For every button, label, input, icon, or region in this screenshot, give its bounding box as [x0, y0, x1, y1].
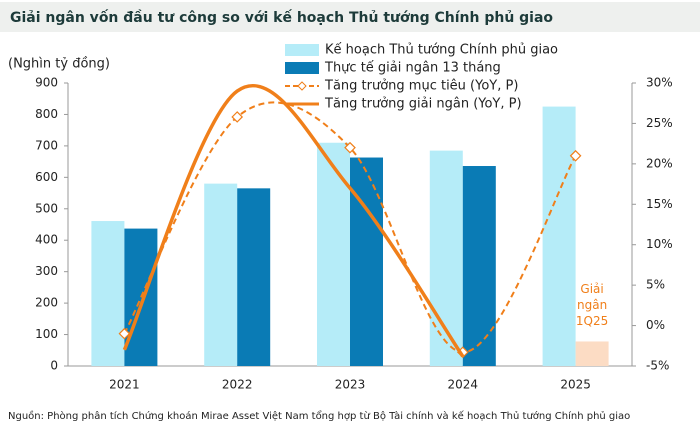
y2-tick-label: 20% [646, 156, 673, 170]
y-axis-label: (Nghìn tỷ đồng) [8, 57, 110, 72]
marker [231, 111, 244, 123]
bar [204, 183, 238, 366]
title-band [0, 2, 700, 32]
marker [118, 327, 131, 340]
y2-tick-label: 10% [646, 237, 673, 251]
y-tick-label: 900 [35, 76, 58, 90]
bar [317, 142, 350, 366]
legend-label: Thực tế giải ngân 13 tháng [324, 61, 501, 76]
line [123, 101, 577, 354]
bar [350, 157, 383, 366]
y-tick-label: 800 [35, 107, 58, 121]
legend-swatch [285, 44, 319, 56]
y-tick-label: 200 [35, 296, 58, 310]
legend-marker [297, 81, 307, 91]
bar [91, 221, 125, 366]
bar [542, 106, 576, 366]
y-tick-label: 400 [35, 233, 58, 247]
y2-tick-label: -5% [646, 359, 669, 373]
x-tick-label: 2021 [109, 378, 140, 392]
y-tick-label: 100 [35, 327, 58, 341]
y-tick-label: 600 [35, 170, 58, 184]
source-note: Nguồn: Phòng phân tích Chứng khoán Mirae… [8, 409, 630, 422]
chart-title: Giải ngân vốn đầu tư công so với kế hoạc… [10, 9, 553, 26]
y-tick-label: 300 [35, 264, 58, 278]
y2-tick-label: 15% [646, 197, 673, 211]
legend-label: Tăng trưởng mục tiêu (YoY, P) [324, 79, 518, 94]
y2-tick-label: 25% [646, 116, 673, 130]
legend-label: Tăng trưởng giải ngân (YoY, P) [324, 97, 522, 112]
marker [344, 141, 356, 154]
x-tick-label: 2024 [448, 378, 479, 392]
marker [569, 149, 582, 162]
x-tick-label: 2023 [335, 378, 366, 392]
bar [462, 166, 496, 366]
bar [237, 188, 271, 366]
y2-tick-label: 30% [646, 76, 673, 90]
y2-tick-label: 5% [646, 278, 665, 292]
legend-label: Kế hoạch Thủ tướng Chính phủ giao [325, 43, 558, 58]
legend-swatch [285, 62, 319, 74]
y-tick-label: 700 [35, 138, 58, 152]
bar [575, 341, 609, 366]
y-tick-label: 500 [35, 201, 58, 215]
y2-tick-label: 0% [646, 318, 665, 332]
y-tick-label: 0 [50, 359, 58, 373]
line [122, 83, 465, 358]
x-tick-label: 2022 [222, 378, 253, 392]
bar-annotation: Giải ngân 1Q25 [575, 282, 609, 329]
x-tick-label: 2025 [560, 378, 591, 392]
